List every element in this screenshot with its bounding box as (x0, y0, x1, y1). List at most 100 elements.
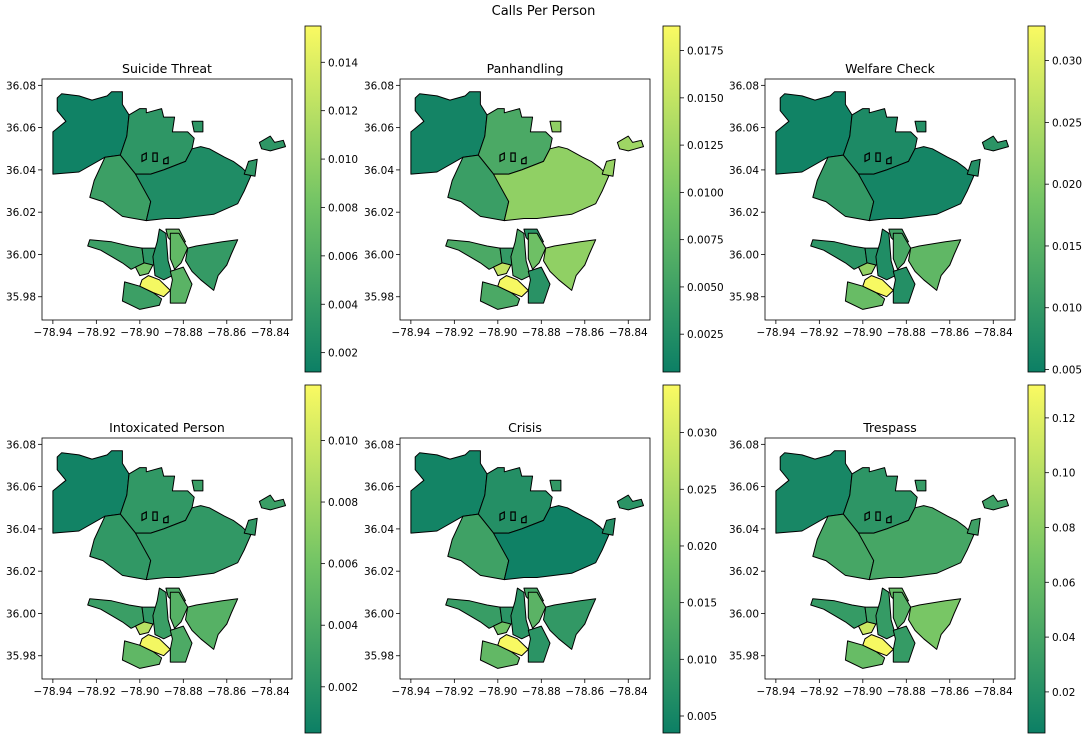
y-tick-label: 36.06 (364, 123, 394, 135)
colorbar-tick-label: 0.04 (1052, 632, 1076, 644)
region-s-center (169, 625, 193, 663)
excluded-island-0 (141, 511, 147, 522)
colorbar-tick-label: 0.006 (328, 251, 358, 263)
region-northeast-isle (191, 120, 204, 133)
region-far-east-b (601, 517, 616, 536)
excluded-island-1 (875, 152, 881, 162)
region-center-south (510, 228, 531, 281)
y-tick-label: 36.00 (729, 608, 759, 620)
x-tick-label: −78.84 (251, 686, 290, 698)
x-tick-label: −78.92 (435, 686, 474, 698)
figure-title: Calls Per Person (491, 4, 596, 19)
region-center-south (875, 587, 896, 640)
excluded-island-0 (499, 152, 505, 163)
region-se (908, 239, 962, 291)
region-s-mid (858, 262, 877, 277)
colorbar-tick-label: 0.02 (1052, 687, 1075, 699)
region-northeast-isle (549, 120, 562, 133)
excluded-island-2 (886, 156, 892, 165)
colorbar-tick-label: 0.010 (328, 154, 358, 166)
x-tick-label: −78.94 (756, 327, 795, 339)
axes-frame (764, 437, 1016, 680)
colorbar-tick-label: 0.015 (1052, 241, 1082, 253)
region-far-east-b (601, 158, 616, 177)
x-tick-label: −78.90 (843, 686, 882, 698)
y-tick-label: 36.02 (364, 566, 394, 578)
region-center-east (892, 232, 912, 270)
x-tick-label: −78.84 (974, 686, 1013, 698)
y-tick-label: 36.06 (729, 123, 759, 135)
excluded-island-2 (163, 515, 169, 524)
y-tick-label: 36.04 (364, 524, 394, 536)
region-sw (87, 598, 145, 629)
panel-title: Intoxicated Person (109, 420, 225, 435)
colorbar-tick-label: 0.002 (328, 682, 358, 694)
excluded-island-0 (864, 152, 870, 163)
region-northeast-isle (914, 120, 927, 133)
x-tick-label: −78.86 (565, 327, 604, 339)
region-se (185, 239, 239, 291)
x-tick-label: −78.92 (435, 327, 474, 339)
region-se (543, 598, 597, 650)
region-downtown (862, 275, 894, 298)
map-panel-5: Trespass −78.94 −78.92 −78.90 −78.88 −78.86 −7… (729, 384, 1076, 734)
x-tick-label: −78.86 (930, 327, 969, 339)
region-far-east-a (258, 494, 286, 511)
region-downtown (497, 275, 529, 298)
excluded-island-2 (521, 515, 527, 524)
region-s-center (892, 266, 916, 304)
colorbar-tick-label: 0.010 (1052, 303, 1082, 315)
region-far-east-a (616, 494, 644, 511)
region-far-east-b (966, 158, 981, 177)
excluded-island-0 (141, 152, 147, 163)
y-tick-label: 36.02 (729, 207, 759, 219)
colorbar-tick-label: 0.10 (1052, 468, 1075, 480)
region-sw (810, 598, 868, 629)
map-panel-3: Intoxicated Person −78.94 −78.92 −78.90 −78.… (6, 384, 358, 734)
excluded-island-0 (499, 511, 505, 522)
y-tick-label: 36.00 (6, 249, 36, 261)
colorbar-tick-label: 0.020 (687, 541, 717, 553)
region-se (908, 598, 962, 650)
region-northeast-isle (549, 479, 562, 492)
region-east (493, 505, 610, 581)
y-tick-label: 35.98 (6, 292, 36, 304)
x-tick-label: −78.90 (120, 686, 159, 698)
map-panel-4: Crisis −78.94 −78.92 −78.90 −78.88 −78.86 −78.… (364, 384, 717, 734)
colorbar-tick-label: 0.030 (687, 428, 717, 440)
axes-frame (764, 78, 1016, 321)
panel-title: Panhandling (487, 61, 564, 76)
colorbar-tick-label: 0.0100 (687, 187, 724, 199)
colorbar-tick-label: 0.025 (687, 484, 717, 496)
colorbar (1027, 25, 1046, 373)
region-center-east (892, 591, 912, 629)
region-center-east (169, 591, 189, 629)
x-tick-label: −78.92 (77, 686, 116, 698)
y-tick-label: 36.06 (729, 482, 759, 494)
colorbar-tick-label: 0.08 (1052, 522, 1075, 534)
y-tick-label: 35.98 (729, 651, 759, 663)
region-sw (445, 239, 503, 270)
colorbar-tick-label: 0.12 (1052, 413, 1075, 425)
excluded-island-2 (521, 156, 527, 165)
excluded-island-0 (864, 511, 870, 522)
colorbar-tick-label: 0.004 (328, 299, 358, 311)
x-tick-label: −78.88 (522, 327, 561, 339)
x-tick-label: −78.92 (800, 327, 839, 339)
excluded-island-1 (875, 511, 881, 522)
x-tick-label: −78.90 (478, 686, 517, 698)
colorbar-tick-label: 0.006 (328, 559, 358, 571)
x-tick-label: −78.92 (800, 686, 839, 698)
y-tick-label: 36.02 (364, 207, 394, 219)
colorbar-tick-label: 0.005 (687, 711, 717, 723)
region-s-center (527, 266, 551, 304)
y-tick-label: 36.00 (729, 249, 759, 261)
y-tick-label: 35.98 (6, 651, 36, 663)
region-s-center (527, 625, 551, 663)
region-s-mid (493, 262, 512, 277)
region-center-east (169, 232, 189, 270)
colorbar-tick-label: 0.012 (328, 106, 358, 118)
region-far-east-b (243, 517, 258, 536)
region-east (135, 146, 252, 222)
